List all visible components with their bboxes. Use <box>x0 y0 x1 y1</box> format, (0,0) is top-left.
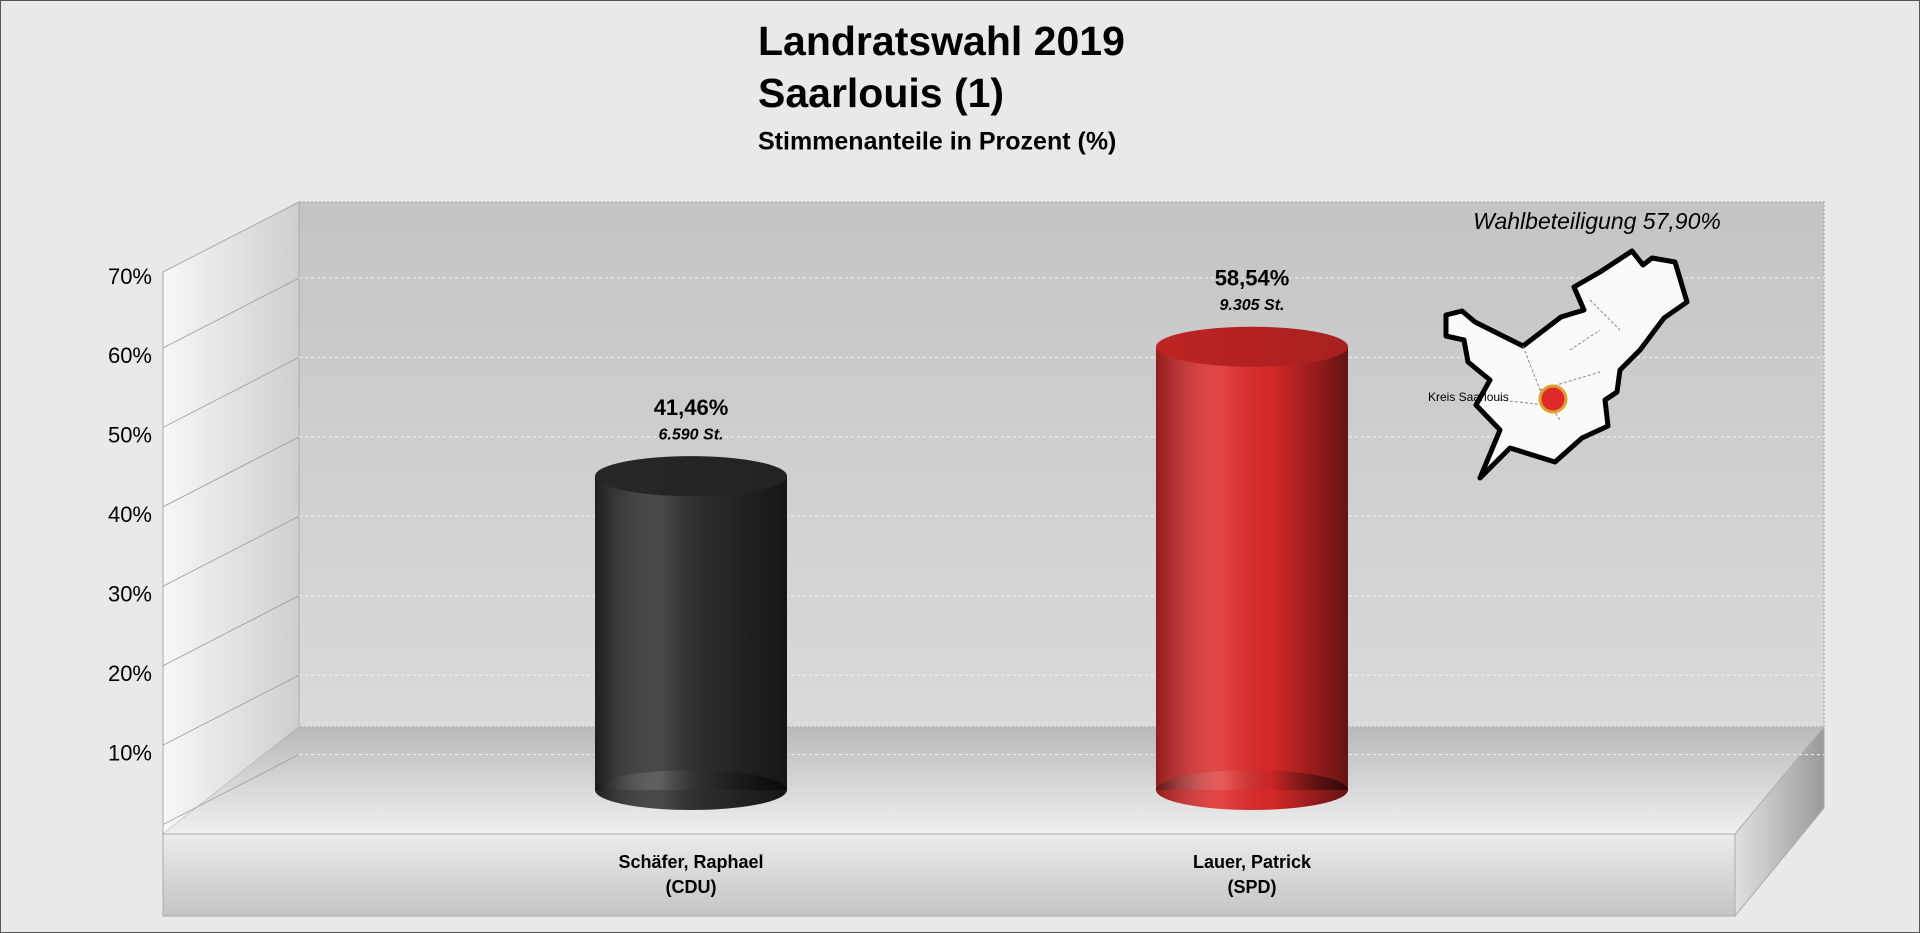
x-tick-label: Lauer, Patrick <box>1193 852 1312 872</box>
floor-front <box>162 833 1736 917</box>
y-tick-label: 70% <box>108 264 152 289</box>
bar-bottom-shade <box>1156 770 1348 810</box>
bar-shade <box>1156 346 1348 790</box>
vote-label: 9.305 St. <box>1220 297 1285 314</box>
side-wall <box>162 201 300 836</box>
grid-line-side <box>162 277 300 349</box>
map: Kreis Saarlouis <box>1428 248 1690 481</box>
bar-shade <box>595 476 787 790</box>
bar-top-shade <box>595 456 787 497</box>
grid-line-side <box>162 754 300 825</box>
bar-bottom-shade <box>595 770 787 810</box>
floor-side <box>1734 725 1825 918</box>
plot: 10% 20% 30% 40% 50% 60% 70% 41,46% 6.590 St. Schä… <box>108 264 1824 897</box>
x-tick-sublabel: (CDU) <box>666 877 717 897</box>
grid-line-side <box>162 357 300 428</box>
vote-label: 6.590 St. <box>659 426 724 443</box>
y-tick-label: 40% <box>108 502 152 527</box>
chart-title: Landratswahl 2019 <box>758 18 1125 64</box>
map-label: Kreis Saarlouis <box>1428 390 1509 404</box>
grid-line-side <box>162 595 300 667</box>
value-label: 58,54% <box>1215 266 1290 291</box>
grid-line-side <box>162 674 300 746</box>
x-tick-sublabel: (SPD) <box>1228 877 1277 897</box>
y-tick-label: 10% <box>108 740 152 765</box>
y-tick-label: 20% <box>108 661 152 686</box>
bar-top-shade <box>1156 326 1348 367</box>
chart-subtitle: Saarlouis (1) <box>758 70 1004 116</box>
floor-top <box>163 727 1824 834</box>
y-tick-label: 50% <box>108 423 152 448</box>
x-tick-label: Schäfer, Raphael <box>618 852 763 872</box>
grid-line-side <box>162 436 300 508</box>
y-tick-label: 30% <box>108 582 152 607</box>
annotation: Wahlbeteiligung 57,90% <box>1473 208 1721 234</box>
grid-line-side <box>162 515 300 587</box>
value-label: 41,46% <box>654 395 729 420</box>
y-tick-label: 60% <box>108 343 152 368</box>
chart-description: Stimmenanteile in Prozent (%) <box>758 128 1116 156</box>
